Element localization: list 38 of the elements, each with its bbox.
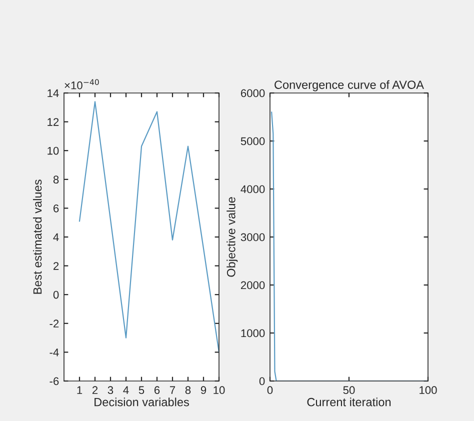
y-axis-title: Best estimated values: [33, 180, 42, 294]
line-series: [78, 101, 219, 353]
y-tick-label: -2: [50, 320, 59, 328]
x-tick-label: 10: [214, 386, 225, 394]
y-tick-label: 2000: [240, 281, 265, 290]
x-tick-label: 1: [77, 386, 82, 394]
x-tick-label: 100: [420, 386, 437, 394]
x-tick-label: 50: [343, 386, 355, 394]
x-axis-title: Current iteration: [307, 398, 391, 406]
y-tick-label: 8: [53, 176, 59, 184]
x-tick-label: 3: [108, 386, 114, 394]
y-tick-label: 14: [48, 89, 59, 98]
y-tick-label: 6000: [240, 89, 265, 98]
chart-title: Convergence curve of AVOA: [274, 80, 424, 92]
x-tick-label: 6: [154, 386, 160, 394]
x-tick-label: 0: [267, 386, 273, 394]
y-tick-label: 12: [48, 118, 59, 126]
x-tick-label: 8: [185, 386, 191, 394]
text: ×10$^{−40}$: [64, 79, 99, 90]
y-tick-label: -6: [50, 377, 59, 386]
y-tick-label: 4: [53, 233, 59, 242]
y-tick-label: 2: [54, 262, 59, 270]
x-tick-label: 7: [170, 386, 176, 394]
y-tick-label: 0: [259, 377, 265, 386]
x-tick-label: 5: [138, 386, 144, 394]
x-tick-label: 4: [123, 386, 129, 394]
y-tick-label: 0: [53, 290, 59, 299]
x-tick-label: 2: [92, 386, 98, 394]
y-tick-label: 3000: [240, 233, 265, 242]
x-tick-label: 9: [200, 386, 206, 394]
x-axis-title: Decision variables: [94, 398, 189, 406]
y-tick-label: 10: [48, 146, 59, 155]
y-tick-label: 5000: [240, 137, 265, 146]
y-axis-title: Objective value: [226, 197, 238, 277]
y-tick-label: 1000: [241, 329, 265, 338]
y-tick-label: -4: [50, 348, 59, 356]
y-tick-label: 4000: [240, 185, 265, 194]
y-tick-label: 6: [54, 204, 59, 212]
